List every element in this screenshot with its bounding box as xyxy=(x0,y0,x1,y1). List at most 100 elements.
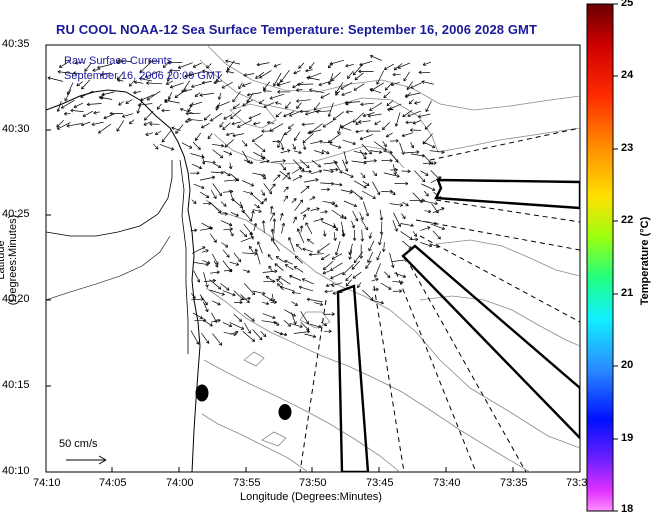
current-vector-head xyxy=(277,145,281,148)
current-vector xyxy=(383,242,385,252)
current-vector-head xyxy=(288,237,292,240)
current-vector xyxy=(294,131,300,141)
current-vector-head xyxy=(196,342,199,345)
current-vector-head xyxy=(205,285,208,288)
current-vector-head xyxy=(276,82,278,86)
current-vector-head xyxy=(213,196,217,199)
current-vector-head xyxy=(378,241,380,246)
current-vector-head xyxy=(100,72,103,76)
current-vector-head xyxy=(64,99,68,102)
current-vector-head xyxy=(243,73,247,76)
current-vector-head xyxy=(383,145,387,148)
current-vector-head xyxy=(380,302,384,305)
x-tick-label: 73:50 xyxy=(299,477,327,489)
current-vector-head xyxy=(219,164,222,168)
current-vector-head xyxy=(233,334,237,337)
current-vector-head xyxy=(358,120,362,123)
current-vector-head xyxy=(253,123,257,126)
current-vector xyxy=(349,249,353,260)
current-vector xyxy=(223,114,233,120)
current-vector-head xyxy=(191,86,195,89)
current-vector-head xyxy=(195,95,199,98)
current-vector-head xyxy=(294,138,298,141)
current-vector-head xyxy=(352,143,356,146)
current-vector xyxy=(328,73,334,85)
current-vector-head xyxy=(201,298,204,301)
current-vector-head xyxy=(169,70,173,73)
current-vector xyxy=(423,190,429,197)
current-vector-head xyxy=(374,275,378,278)
current-vector-head xyxy=(197,148,201,150)
current-vector-head xyxy=(412,120,416,124)
current-vector xyxy=(309,323,322,328)
current-vector xyxy=(352,210,359,222)
current-vector xyxy=(229,229,234,237)
current-vector xyxy=(47,77,64,82)
current-vector xyxy=(359,149,367,160)
current-vector xyxy=(355,130,364,133)
current-vector xyxy=(335,82,344,94)
current-vector-head xyxy=(277,139,281,142)
current-vector-head xyxy=(441,228,445,231)
current-vector-head xyxy=(241,210,244,214)
current-vector-head xyxy=(302,139,305,144)
current-vector-head xyxy=(154,131,157,135)
current-vector xyxy=(371,278,379,282)
current-vector xyxy=(389,189,396,196)
current-vector-head xyxy=(206,249,209,253)
current-vector-head xyxy=(333,224,336,228)
current-vector-head xyxy=(213,240,217,243)
current-vector xyxy=(310,208,320,211)
current-vector-head xyxy=(358,71,362,74)
current-vector-head xyxy=(362,238,365,242)
current-vector xyxy=(210,319,221,323)
current-vector-head xyxy=(320,217,324,220)
current-vector xyxy=(381,221,383,235)
current-vector xyxy=(195,132,202,141)
current-vector-head xyxy=(360,104,364,107)
current-vector xyxy=(367,251,374,263)
current-vector xyxy=(353,251,364,264)
current-vector-head xyxy=(260,157,264,160)
current-vector-head xyxy=(220,170,224,174)
current-vector-head xyxy=(194,228,198,231)
current-vector-head xyxy=(244,144,248,147)
current-vector-head xyxy=(183,88,187,91)
current-vector xyxy=(242,252,258,255)
current-vector xyxy=(361,229,363,242)
current-vector-head xyxy=(341,215,344,219)
x-tick-label: 73:45 xyxy=(366,477,394,489)
current-vector-head xyxy=(323,268,327,270)
current-vector-head xyxy=(339,171,343,174)
current-vector-head xyxy=(287,186,289,190)
current-vector-head xyxy=(348,251,350,255)
current-vector xyxy=(193,183,205,189)
current-vector-head xyxy=(329,61,333,65)
current-vector xyxy=(384,63,395,70)
current-vector xyxy=(297,228,305,244)
current-vector-head xyxy=(218,343,222,346)
current-vector-head xyxy=(328,114,332,117)
current-vector xyxy=(353,180,367,189)
current-vector-head xyxy=(334,160,338,163)
current-vector-head xyxy=(331,256,334,260)
current-vector-head xyxy=(349,190,353,193)
current-vector xyxy=(271,293,274,302)
current-vector-head xyxy=(283,334,288,337)
current-vector-head xyxy=(399,290,403,293)
current-vector-head xyxy=(403,274,406,278)
current-vector-head xyxy=(324,211,328,214)
current-vector-head xyxy=(225,60,228,64)
current-vector xyxy=(374,120,381,125)
current-vector-head xyxy=(353,87,356,91)
current-vector-head xyxy=(56,108,59,112)
current-vector-head xyxy=(348,256,350,260)
current-vector-head xyxy=(403,151,405,155)
current-vector xyxy=(414,101,421,104)
current-vector xyxy=(314,150,324,154)
current-vector xyxy=(199,191,210,198)
current-vector xyxy=(335,240,341,256)
current-vector-head xyxy=(228,172,231,176)
current-vector-head xyxy=(329,140,333,143)
current-vector xyxy=(242,180,254,187)
